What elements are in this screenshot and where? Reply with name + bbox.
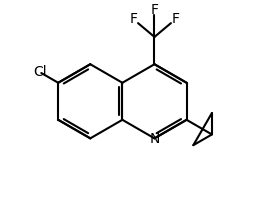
Text: N: N (149, 132, 160, 146)
Text: Cl: Cl (33, 65, 46, 79)
Text: F: F (172, 12, 179, 26)
Text: F: F (129, 12, 137, 26)
Text: F: F (150, 3, 158, 17)
